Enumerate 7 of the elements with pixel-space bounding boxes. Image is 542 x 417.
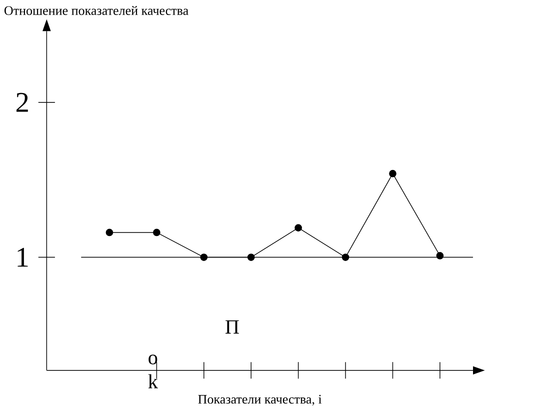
annotation: П (226, 320, 239, 334)
y-tick-label: 1 (18, 248, 28, 266)
text: k (148, 374, 158, 388)
y-axis-title: Отношение показателей качества (4, 6, 188, 15)
annotation: o (148, 354, 158, 364)
x-axis-title: Показатели качества, i (198, 394, 322, 406)
y-tick-label: 2 (16, 92, 28, 112)
